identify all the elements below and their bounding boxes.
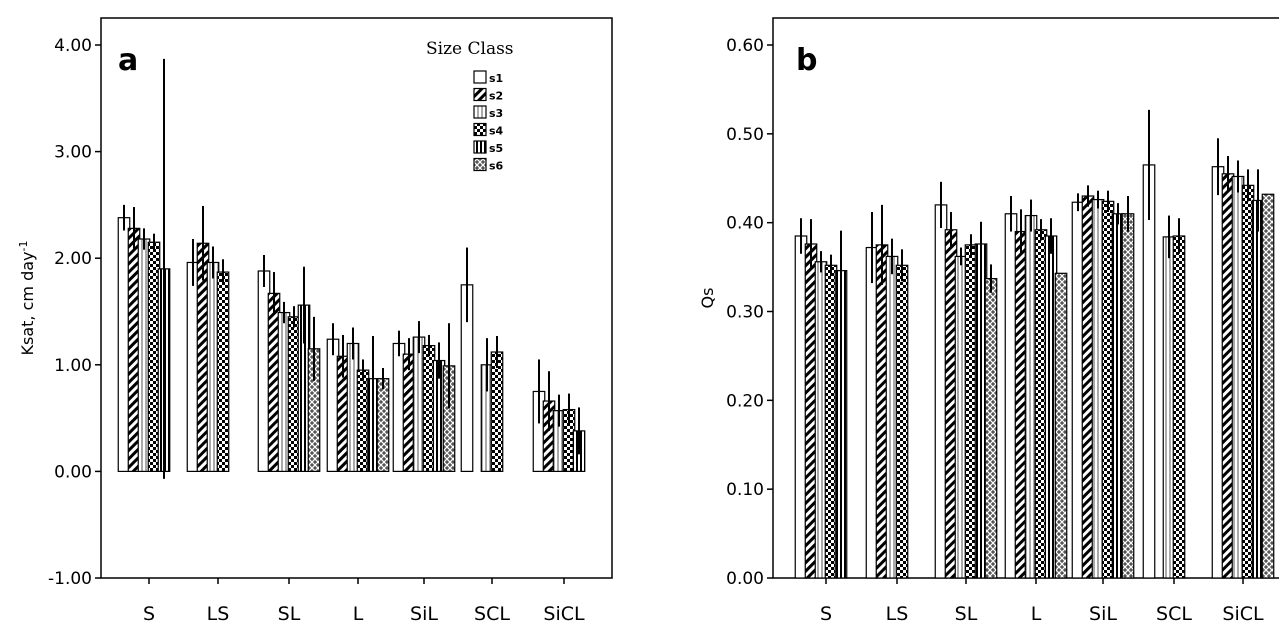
y-tick-label: 0.00 — [54, 462, 92, 482]
x-category-label: LS — [207, 603, 230, 625]
x-category-label: SiL — [1089, 603, 1117, 625]
legend-label-s6: s6 — [489, 160, 504, 173]
bar-s6 — [1121, 213, 1135, 579]
y-tick-label: 4.00 — [54, 36, 92, 56]
legend-label-s5: s5 — [489, 142, 503, 155]
bar-s4 — [1172, 235, 1186, 579]
legend-swatch-s2 — [473, 87, 487, 102]
legend-swatch-s6 — [473, 157, 487, 172]
x-category-label: S — [820, 603, 832, 625]
x-category-label: SCL — [474, 603, 510, 625]
y-axis-label-a-main: Ksat, cm day — [18, 251, 37, 355]
x-category-label: L — [1031, 603, 1042, 625]
bars-a — [117, 58, 586, 479]
panel-label-a: a — [118, 43, 138, 78]
bar-s4 — [895, 264, 909, 579]
y-tick-label: 1.00 — [54, 356, 92, 376]
legend-label-s1: s1 — [489, 72, 503, 85]
y-axis-label-a: Ksat, cm day-1 — [17, 241, 37, 356]
y-ticks-a: -1.00 0.00 1.00 2.00 3.00 4.00 — [48, 36, 101, 589]
y-tick-label: 3.00 — [54, 143, 92, 163]
y-tick-label: 0.30 — [726, 303, 764, 323]
chart-panel-b: 0.00 0.10 0.20 0.30 0.40 0.50 0.60 S LS SL L SiL SC… — [698, 17, 1279, 625]
y-axis-label-a-superscript: -1 — [17, 241, 30, 252]
legend: Size Class s1 s2 s3 s4 s5 s6 — [426, 39, 514, 173]
y-tick-label: 0.20 — [726, 391, 764, 411]
panel-label-b: b — [796, 43, 817, 78]
legend-label-s2: s2 — [489, 90, 503, 103]
legend-title: Size Class — [426, 39, 514, 59]
legend-label-s4: s4 — [489, 125, 504, 138]
y-tick-label: 0.40 — [726, 214, 764, 234]
bar-s4 — [216, 271, 230, 473]
bar-s5 — [834, 270, 848, 579]
legend-swatch-s3 — [473, 105, 487, 119]
y-tick-label: 0.00 — [726, 569, 764, 589]
x-category-label: SiCL — [1222, 603, 1264, 625]
bars-b — [794, 109, 1275, 579]
x-category-label: SiCL — [543, 603, 585, 625]
bar-s1 — [1142, 164, 1156, 579]
bar-s6 — [1054, 272, 1068, 579]
y-tick-label: 0.60 — [726, 36, 764, 56]
y-tick-label: -1.00 — [48, 569, 92, 589]
legend-label-s3: s3 — [489, 107, 503, 120]
legend-swatch-s4 — [473, 122, 487, 137]
legend-swatch-s5 — [473, 140, 487, 154]
bar-s6 — [984, 278, 998, 579]
x-category-label: SL — [955, 603, 978, 625]
x-categories-b: S LS SL L SiL SCL SiCL — [820, 578, 1264, 625]
chart-panel-a: -1.00 0.00 1.00 2.00 3.00 4.00 S LS SL L SiL SCL Si… — [17, 17, 613, 625]
y-tick-label: 0.10 — [726, 480, 764, 500]
y-tick-label: 0.50 — [726, 125, 764, 145]
y-tick-label: 2.00 — [54, 249, 92, 269]
y-axis-label-b: Qs — [698, 288, 717, 309]
x-category-label: L — [353, 603, 364, 625]
bar-s6 — [1261, 193, 1275, 579]
x-categories-a: S LS SL L SiL SCL SiCL — [143, 578, 585, 625]
x-category-label: SCL — [1156, 603, 1192, 625]
x-category-label: SiL — [410, 603, 438, 625]
x-category-label: SL — [278, 603, 301, 625]
plot-frame-a — [100, 17, 613, 579]
y-ticks-b: 0.00 0.10 0.20 0.30 0.40 0.50 0.60 — [726, 36, 773, 589]
x-category-label: S — [143, 603, 155, 625]
bar-s6 — [376, 378, 390, 472]
x-category-label: LS — [886, 603, 909, 625]
bar-s4 — [490, 351, 504, 472]
legend-swatch-s1 — [473, 70, 487, 84]
